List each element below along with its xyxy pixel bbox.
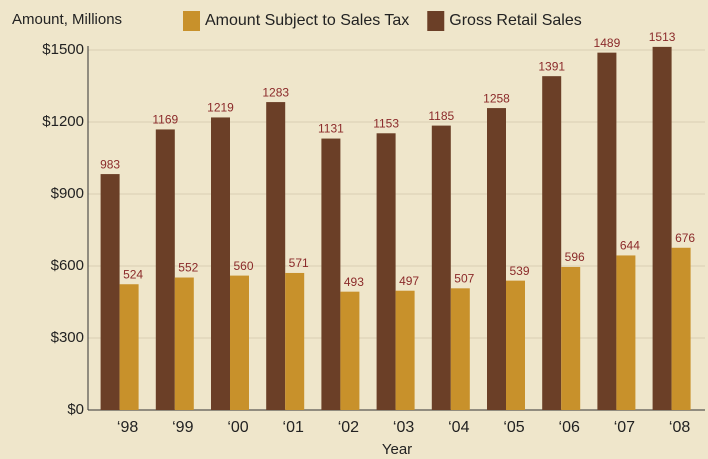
value-label: 1185 (428, 109, 454, 123)
bar (340, 291, 360, 410)
legend-label: Amount Subject to Sales Tax (205, 12, 409, 29)
value-label: 1169 (152, 113, 178, 127)
y-tick-label: $1500 (42, 41, 84, 58)
value-label: 539 (509, 264, 529, 278)
bar (211, 117, 230, 410)
value-label: 552 (178, 261, 198, 275)
value-label: 1258 (483, 91, 510, 105)
value-label: 571 (289, 256, 309, 270)
bar (100, 174, 120, 410)
x-axis-label: Year (382, 441, 412, 458)
value-label: 676 (675, 231, 695, 245)
y-axis-label: Amount, Millions (12, 11, 122, 28)
x-tick-label: ‘06 (559, 419, 580, 436)
bar (376, 133, 396, 410)
bar (266, 102, 286, 410)
value-label: 1391 (538, 59, 565, 73)
legend-label: Gross Retail Sales (449, 12, 582, 29)
value-label: 1283 (262, 85, 289, 99)
bar (174, 277, 194, 410)
x-tick-label: ‘02 (338, 419, 359, 436)
value-label: 507 (454, 271, 474, 285)
bar (487, 108, 506, 410)
bar (542, 76, 562, 410)
bar (321, 138, 341, 410)
value-label: 596 (565, 250, 585, 264)
y-tick-label: $600 (51, 257, 84, 274)
bar (652, 46, 672, 410)
bar (230, 275, 249, 410)
bar (431, 125, 451, 410)
bar (450, 288, 470, 410)
x-tick-label: ‘03 (393, 419, 414, 436)
bar (671, 247, 691, 410)
x-tick-label: ‘04 (448, 419, 469, 436)
value-label: 1153 (373, 116, 399, 130)
x-tick-label: ‘99 (172, 419, 193, 436)
bar (506, 280, 525, 410)
x-tick-label: ‘00 (227, 419, 248, 436)
bar (597, 52, 617, 410)
x-tick-label: ‘07 (614, 419, 635, 436)
value-label: 1489 (594, 36, 621, 50)
value-label: 524 (123, 267, 143, 281)
value-label: 493 (344, 275, 364, 289)
y-tick-label: $0 (67, 401, 84, 418)
value-label: 560 (233, 259, 253, 273)
x-tick-label: ‘08 (669, 419, 690, 436)
bar (155, 129, 175, 410)
legend-swatch (183, 11, 200, 31)
value-label: 1513 (649, 30, 676, 44)
value-label: 1219 (207, 101, 234, 115)
value-label: 1131 (318, 122, 344, 136)
value-label: 644 (620, 239, 640, 253)
x-tick-label: ‘05 (503, 419, 524, 436)
x-tick-label: ‘01 (283, 419, 304, 436)
bar (395, 290, 415, 410)
bar (119, 284, 139, 410)
x-tick-label: ‘98 (117, 419, 138, 436)
bar (616, 255, 636, 410)
bar (561, 266, 581, 410)
value-label: 497 (399, 274, 419, 288)
y-tick-label: $300 (51, 329, 84, 346)
value-label: 983 (100, 157, 120, 171)
y-tick-label: $1200 (42, 113, 84, 130)
bar (285, 272, 305, 410)
legend-swatch (427, 11, 445, 31)
y-tick-label: $900 (51, 185, 84, 202)
